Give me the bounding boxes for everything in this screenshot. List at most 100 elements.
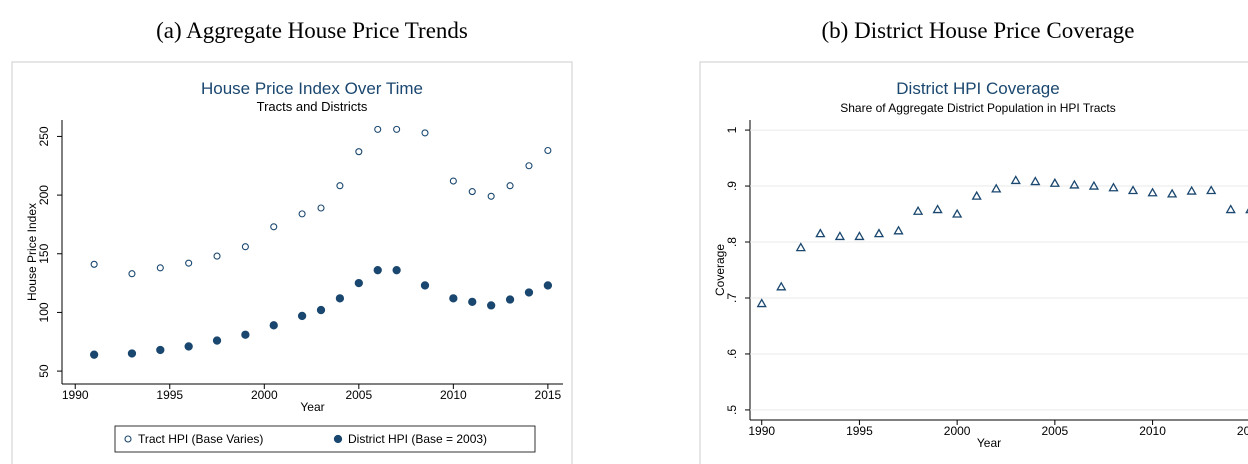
marker bbox=[241, 330, 250, 339]
marker bbox=[1108, 182, 1119, 192]
y-tick-label: 100 bbox=[37, 302, 51, 322]
x-axis-title: Year bbox=[977, 436, 1001, 450]
marker bbox=[776, 281, 787, 291]
y-axis-title: House Price Index bbox=[25, 203, 39, 301]
chart-subtitle: Share of Aggregate District Population i… bbox=[840, 101, 1115, 115]
marker bbox=[971, 190, 982, 200]
marker bbox=[1088, 180, 1100, 190]
marker bbox=[421, 129, 429, 137]
marker bbox=[932, 204, 943, 214]
marker bbox=[373, 266, 382, 275]
marker bbox=[756, 298, 767, 308]
marker bbox=[449, 177, 457, 185]
marker bbox=[795, 242, 806, 252]
y-tick-label: 50 bbox=[37, 364, 51, 378]
marker bbox=[1147, 187, 1158, 197]
marker bbox=[355, 148, 363, 156]
chart-title: House Price Index Over Time bbox=[201, 79, 423, 98]
y-tick-label: 250 bbox=[37, 126, 51, 146]
marker bbox=[1166, 188, 1178, 198]
x-tick-label: 1995 bbox=[846, 424, 873, 438]
chart-frame bbox=[699, 61, 1248, 464]
marker bbox=[1186, 185, 1197, 195]
marker bbox=[912, 205, 924, 215]
marker bbox=[270, 223, 278, 231]
chart-frame bbox=[11, 61, 573, 464]
marker bbox=[1069, 179, 1080, 189]
panel-title: (b) District House Price Coverage bbox=[822, 18, 1135, 43]
panel-title: (a) Aggregate House Price Trends bbox=[156, 18, 468, 43]
marker bbox=[991, 183, 1002, 193]
marker bbox=[212, 336, 222, 345]
marker bbox=[487, 192, 495, 200]
marker bbox=[468, 188, 476, 196]
marker bbox=[525, 162, 533, 170]
marker bbox=[316, 305, 326, 315]
marker bbox=[156, 345, 165, 355]
x-tick-label: 1995 bbox=[156, 388, 183, 402]
marker bbox=[156, 264, 164, 272]
chart-title: District HPI Coverage bbox=[896, 79, 1059, 98]
legend-box bbox=[114, 425, 536, 453]
marker bbox=[505, 295, 515, 304]
marker bbox=[336, 182, 344, 190]
y-tick-label: .7 bbox=[725, 293, 739, 303]
marker bbox=[893, 225, 904, 235]
marker bbox=[298, 210, 306, 218]
y-tick-label: 1 bbox=[725, 126, 739, 133]
marker bbox=[834, 231, 846, 241]
marker bbox=[815, 228, 826, 238]
marker bbox=[1010, 175, 1021, 185]
chart-panel: (b) District House Price Coverage Distric… bbox=[699, 18, 1248, 464]
marker bbox=[1225, 204, 1236, 214]
chart-panel: (a) Aggregate House Price Trends House Pr… bbox=[11, 18, 573, 464]
chart-subtitle: Tracts and Districts bbox=[257, 99, 368, 114]
marker bbox=[89, 350, 99, 359]
x-tick-label: 2000 bbox=[944, 424, 971, 438]
x-tick-label: 2005 bbox=[1042, 424, 1069, 438]
marker bbox=[468, 297, 477, 307]
marker bbox=[1049, 177, 1060, 187]
marker bbox=[213, 252, 221, 260]
y-tick-label: .6 bbox=[725, 349, 739, 359]
marker bbox=[269, 321, 278, 330]
marker bbox=[185, 259, 193, 267]
marker bbox=[854, 231, 865, 241]
marker bbox=[393, 125, 401, 133]
marker bbox=[90, 260, 98, 268]
marker bbox=[354, 278, 363, 288]
x-tick-label: 2015 bbox=[535, 388, 562, 402]
y-tick-label: .5 bbox=[725, 405, 739, 415]
marker bbox=[873, 228, 885, 238]
marker bbox=[544, 146, 552, 155]
marker bbox=[124, 435, 132, 443]
y-tick-label: 200 bbox=[37, 185, 51, 205]
y-tick-label: .9 bbox=[725, 181, 739, 191]
marker bbox=[1206, 185, 1217, 195]
x-tick-label: 2010 bbox=[440, 388, 467, 402]
legend: Tract HPI (Base Varies) District HPI (Bas… bbox=[114, 425, 536, 453]
marker bbox=[1127, 185, 1139, 195]
y-axis-title: Coverage bbox=[713, 244, 727, 296]
marker bbox=[543, 281, 553, 290]
marker bbox=[317, 204, 325, 212]
marker bbox=[127, 349, 137, 358]
marker bbox=[952, 208, 963, 218]
y-tick-label: 150 bbox=[37, 243, 51, 263]
legend-label: District HPI (Base = 2003) bbox=[348, 432, 487, 446]
legend-label: Tract HPI (Base Varies) bbox=[138, 432, 263, 446]
marker bbox=[506, 182, 514, 190]
marker bbox=[1030, 176, 1041, 186]
x-tick-label: 2015 bbox=[1237, 424, 1248, 438]
marker bbox=[487, 301, 496, 310]
marker bbox=[524, 288, 534, 297]
x-axis-title: Year bbox=[300, 400, 324, 414]
marker bbox=[184, 342, 193, 351]
x-tick-label: 2005 bbox=[345, 388, 372, 402]
x-tick-label: 2000 bbox=[251, 388, 278, 402]
x-tick-label: 1990 bbox=[62, 388, 89, 402]
marker bbox=[374, 125, 382, 133]
x-tick-label: 2010 bbox=[1139, 424, 1166, 438]
